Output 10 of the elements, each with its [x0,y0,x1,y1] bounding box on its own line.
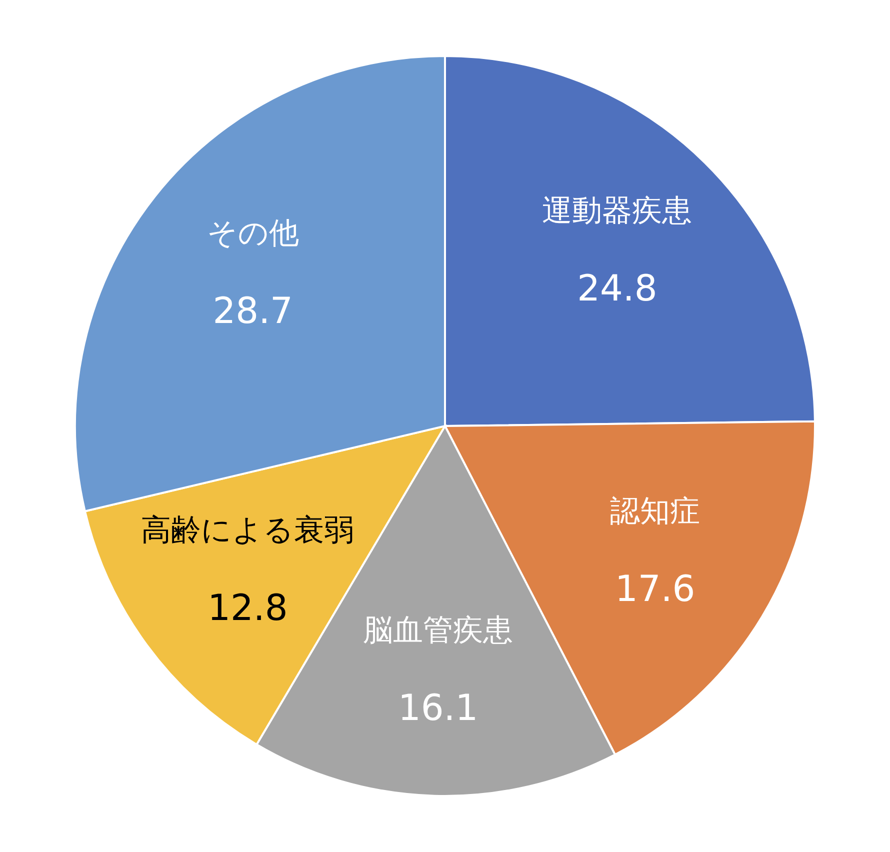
data-label: 17.6 [615,569,696,610]
data-label: 28.7 [212,291,293,332]
data-label: 24.8 [577,268,658,310]
slice-label: 脳血管疾患 [363,612,514,648]
data-label: 12.8 [208,588,288,630]
slice-label: 認知症 [610,494,700,530]
slice-label: その他 [206,216,299,252]
slice-label: 運動器疾患 [542,194,692,229]
data-label: 16.1 [398,688,478,729]
slice-label: 高齢による衰弱 [141,513,354,548]
